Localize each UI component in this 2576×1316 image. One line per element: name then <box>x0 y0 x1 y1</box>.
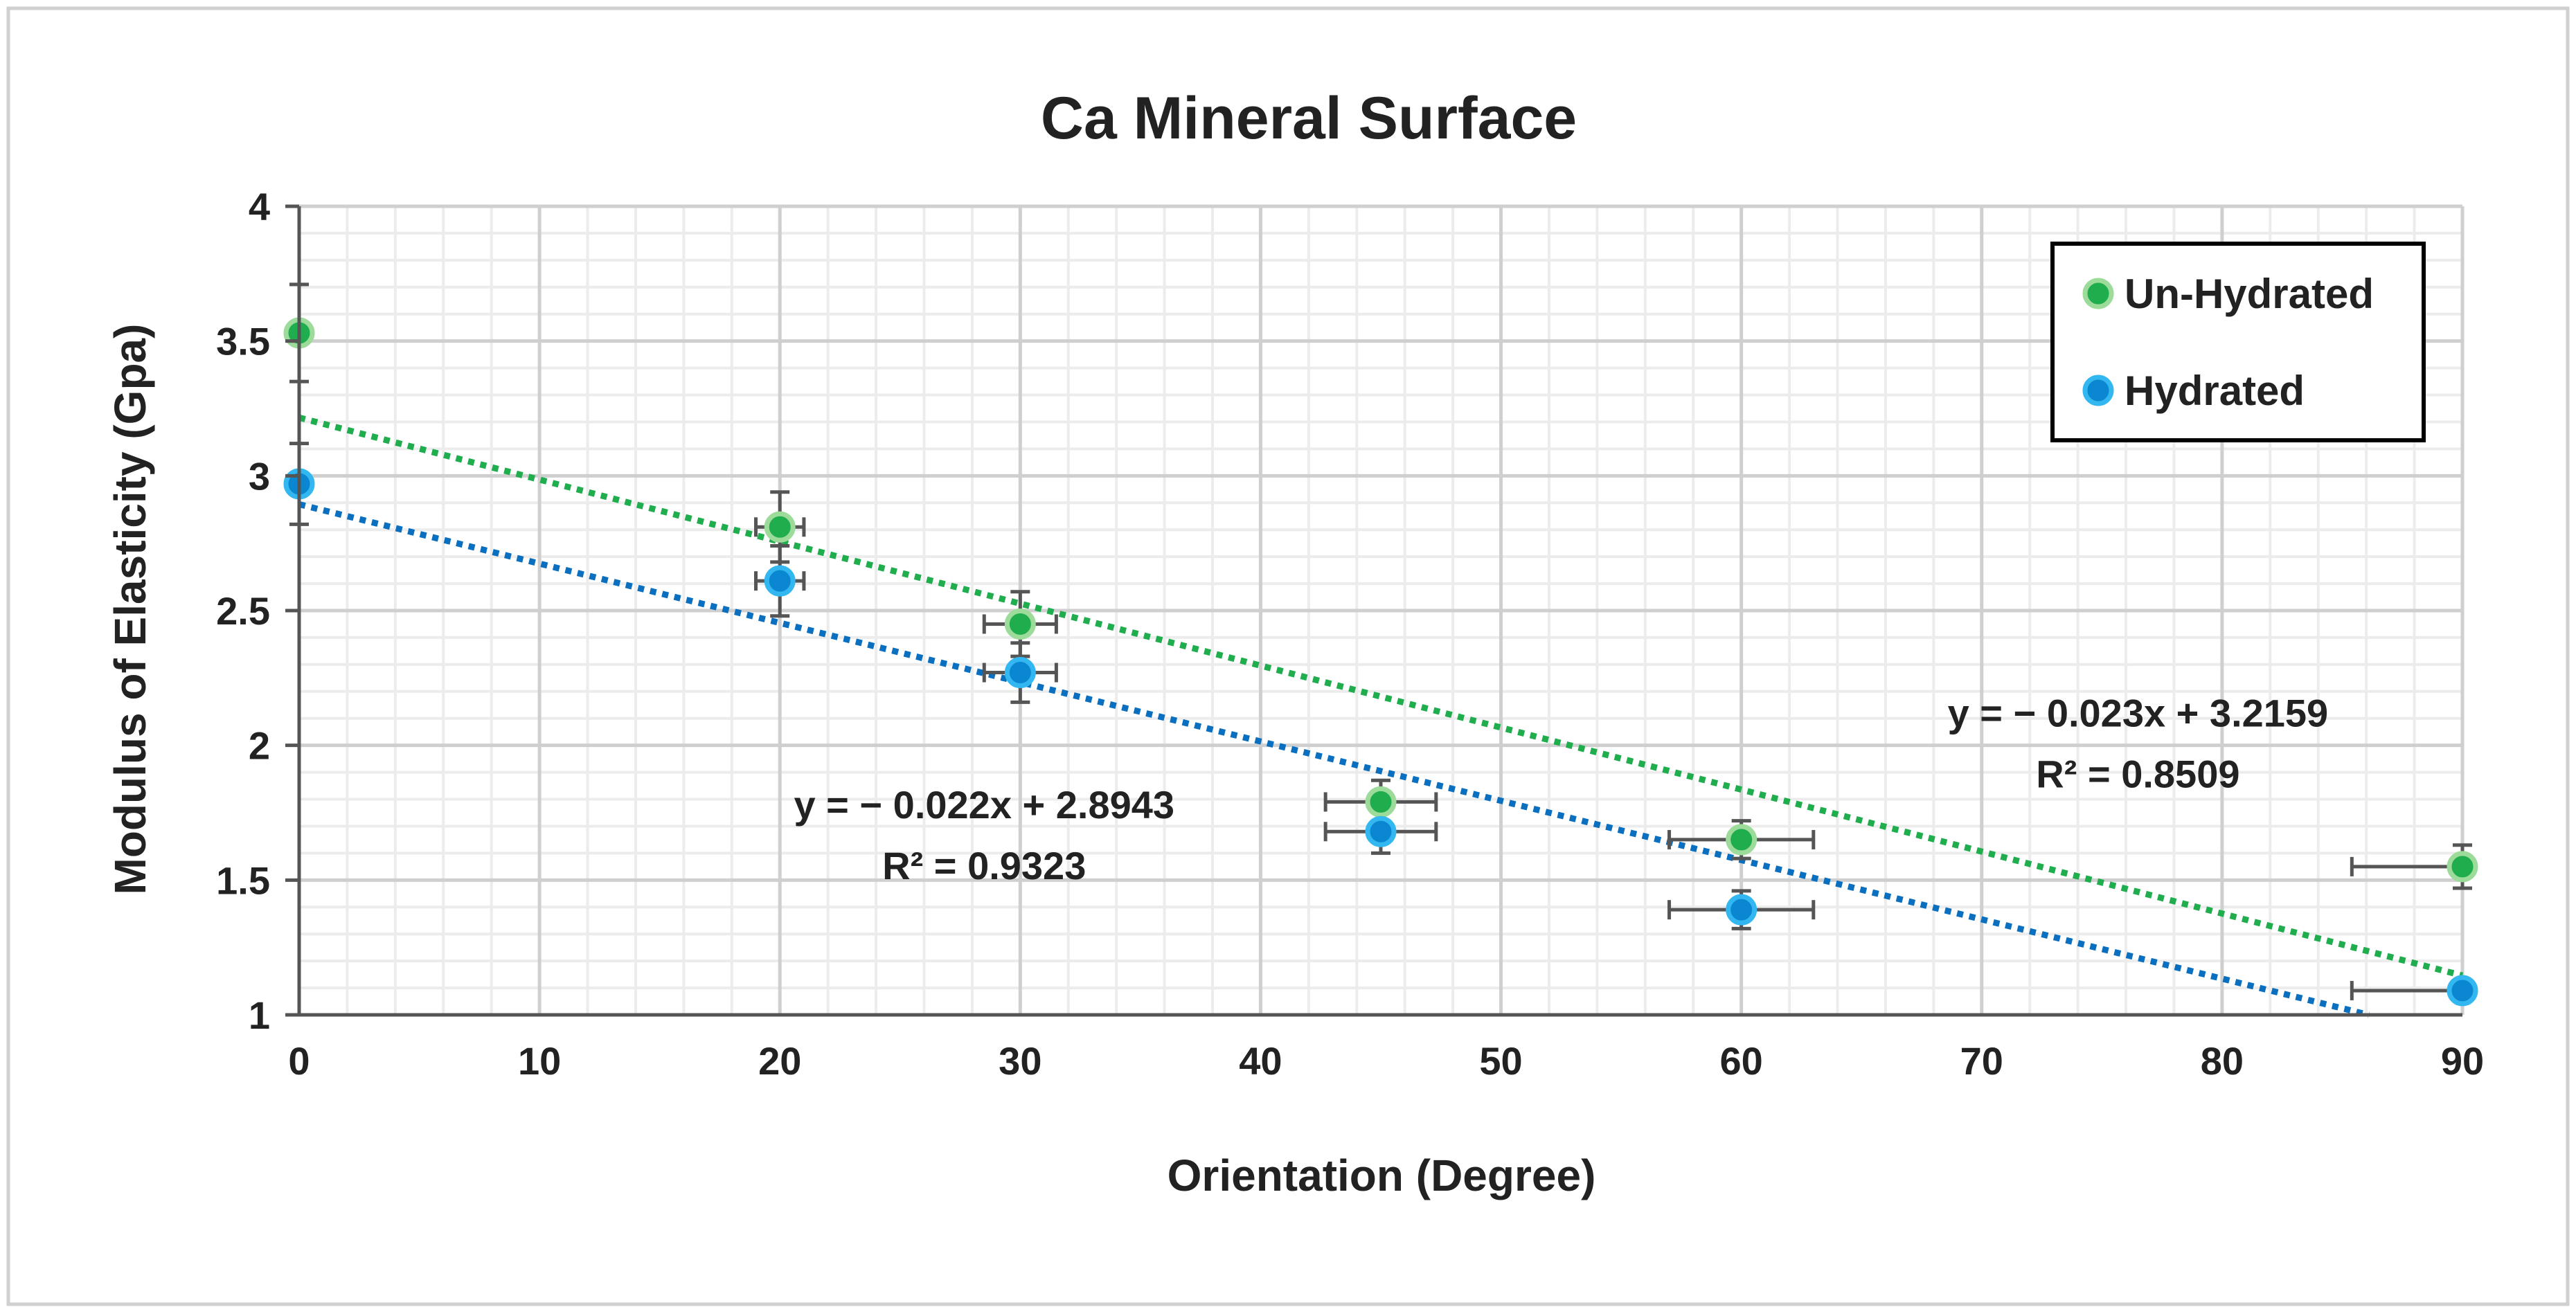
x-tick-label: 50 <box>1479 1039 1522 1083</box>
y-tick-label: 2 <box>249 724 270 768</box>
y-tick-label: 3.5 <box>216 320 270 363</box>
data-point-hydrated <box>1726 894 1757 926</box>
y-tick-label: 1 <box>249 993 270 1037</box>
data-point-hydrated <box>1004 657 1036 689</box>
legend-marker-hydrated <box>2082 375 2114 406</box>
x-tick-label: 0 <box>288 1039 310 1083</box>
equation-label-0: y = − 0.023x + 3.2159 <box>1948 691 2329 734</box>
data-point-un-hydrated <box>1726 824 1757 856</box>
data-point-un-hydrated <box>1365 786 1397 818</box>
legend-marker-un-hydrated <box>2082 278 2114 309</box>
chart-frame <box>6 6 2570 1306</box>
data-point-hydrated <box>764 565 796 597</box>
x-tick-label: 60 <box>1720 1039 1763 1083</box>
data-points <box>283 317 2478 1007</box>
y-tick-label: 4 <box>249 185 270 228</box>
legend-box <box>2050 242 2426 442</box>
chart-title: Ca Mineral Surface <box>1041 85 1577 152</box>
x-tick-label: 10 <box>518 1039 561 1083</box>
y-tick-label: 2.5 <box>216 589 270 633</box>
y-tick-label: 1.5 <box>216 858 270 902</box>
r-squared-label-1: R² = 0.9323 <box>882 844 1086 887</box>
data-point-un-hydrated <box>2447 851 2478 883</box>
equation-label-1: y = − 0.022x + 2.8943 <box>794 783 1174 827</box>
data-point-hydrated <box>2447 975 2478 1007</box>
data-point-un-hydrated <box>764 511 796 543</box>
legend-label-un-hydrated: Un-Hydrated <box>2125 271 2374 317</box>
y-tick-label: 3 <box>249 454 270 498</box>
r-squared-label-0: R² = 0.8509 <box>2036 752 2239 795</box>
x-tick-label: 40 <box>1239 1039 1282 1083</box>
data-point-hydrated <box>1365 815 1397 847</box>
y-axis-title: Modulus of Elasticity (Gpa) <box>105 324 155 895</box>
trendline-equations: y = − 0.023x + 3.2159 R² = 0.8509 y = − 0.… <box>794 691 2328 887</box>
trendlines <box>298 414 2464 1018</box>
legend-label-hydrated: Hydrated <box>2125 368 2305 414</box>
legend: Un-Hydrated Hydrated <box>2050 242 2426 442</box>
axes <box>285 204 2462 1017</box>
x-tick-label: 90 <box>2441 1039 2484 1083</box>
data-point-un-hydrated <box>1004 608 1036 640</box>
x-tick-label: 30 <box>999 1039 1041 1083</box>
x-tick-label: 20 <box>758 1039 801 1083</box>
x-tick-label: 70 <box>1960 1039 2003 1083</box>
tick-labels: 0 10 20 30 40 50 60 70 80 90 1 1.5 2 2.5 3 3.5 4 <box>216 185 2484 1083</box>
x-axis-title: Orientation (Degree) <box>1168 1151 1596 1200</box>
trendline-un-hydrated <box>298 414 2464 979</box>
x-tick-label: 80 <box>2201 1039 2244 1083</box>
